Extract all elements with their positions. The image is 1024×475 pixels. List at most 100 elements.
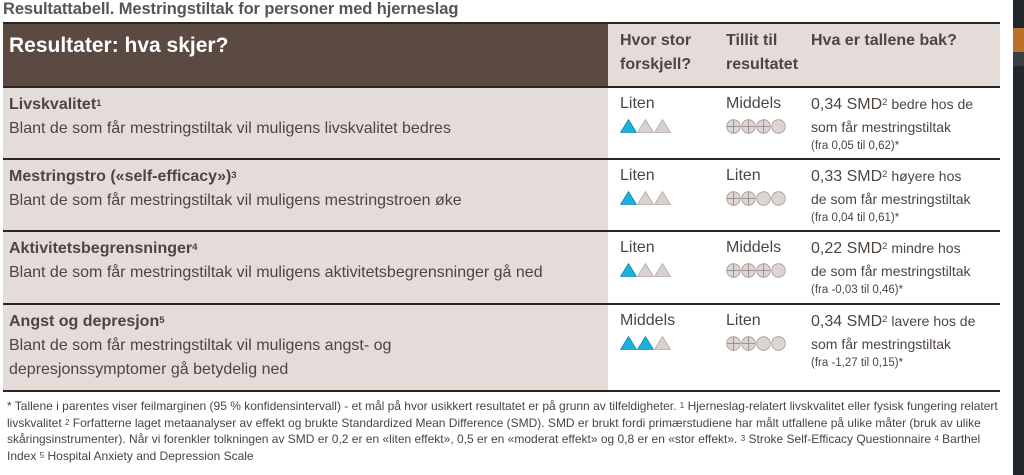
- empty-circle-icon: [771, 262, 786, 278]
- effect-cell: Liten: [608, 160, 718, 230]
- plus-circle-icon: [741, 118, 756, 134]
- smd-direction: høyere hos: [887, 168, 962, 184]
- outcome-title: Livskvalitet1: [9, 93, 602, 117]
- smd-line: 0,22 SMD2 mindre hos: [811, 237, 1000, 260]
- smd-value: 0,34 SMD: [811, 313, 883, 330]
- outcome-description: Blant de som får mestringstiltak vil mul…: [9, 264, 543, 281]
- certainty-circles-icon: [726, 262, 811, 278]
- certainty-label: Liten: [726, 167, 761, 184]
- numbers-cell: 0,34 SMD2 lavere hos de som får mestring…: [811, 305, 1000, 390]
- outcome-cell: Livskvalitet1 Blant de som får mestrings…: [3, 88, 608, 158]
- footnote-ref: 5: [159, 315, 165, 326]
- filled-triangle-icon: [637, 336, 654, 350]
- footnote-ref: 1: [96, 98, 102, 109]
- empty-triangle-icon: [654, 191, 671, 205]
- smd-population: som får mestringstiltak: [811, 336, 952, 352]
- empty-circle-icon: [771, 335, 786, 351]
- smd-population: som får mestringstiltak: [811, 119, 952, 135]
- smd-line: 0,33 SMD2 høyere hos: [811, 165, 1000, 188]
- header-effect-line2: forskjell?: [620, 56, 692, 73]
- confidence-interval: (fra -0,03 til 0,46)*: [811, 284, 904, 296]
- smd-direction: bedre hos de: [887, 96, 974, 112]
- outcome-description: Blant de som får mestringstiltak vil mul…: [9, 120, 451, 137]
- page-title: Resultattabell. Mestringstiltak for pers…: [3, 0, 459, 18]
- empty-triangle-icon: [654, 336, 671, 350]
- window-edge-strip: [1013, 0, 1024, 475]
- empty-circle-icon: [771, 118, 786, 134]
- empty-circle-icon: [756, 190, 771, 206]
- table-header: Resultater: hva skjer? Hvor stor forskje…: [3, 24, 1000, 88]
- outcome-cell: Aktivitetsbegrensninger4 Blant de som få…: [3, 232, 608, 303]
- header-effect-line1: Hvor stor: [620, 32, 692, 49]
- plus-circle-icon: [756, 118, 771, 134]
- footnote-text: Hospital Anxiety and Depression Scale: [44, 448, 254, 463]
- footnotes: * Tallene i parentes viser feilmarginen …: [7, 398, 1007, 464]
- outcome-title-text: Mestringstro («self-efficacy»): [9, 168, 232, 185]
- effect-label: Liten: [620, 167, 655, 184]
- effect-cell: Liten: [608, 232, 718, 303]
- footnote-text: * Tallene i parentes viser feilmarginen …: [7, 399, 680, 413]
- header-effect-cell: Hvor stor forskjell?: [608, 24, 718, 86]
- plus-circle-icon: [726, 335, 741, 351]
- certainty-label: Middels: [726, 239, 782, 256]
- plus-circle-icon: [726, 118, 741, 134]
- smd-line: 0,34 SMD2 bedre hos de: [811, 93, 1000, 116]
- empty-triangle-icon: [637, 119, 654, 133]
- confidence-interval: (fra -1,27 til 0,15)*: [811, 357, 904, 369]
- footnote-ref: 2: [882, 97, 888, 108]
- table-row: Angst og depresjon5 Blant de som får mes…: [3, 305, 1000, 392]
- outcome-title: Aktivitetsbegrensninger4: [9, 237, 602, 261]
- empty-circle-icon: [771, 190, 786, 206]
- filled-triangle-icon: [620, 191, 637, 205]
- footnote-marker: 1: [679, 401, 685, 410]
- certainty-circles-icon: [726, 335, 811, 351]
- effect-label: Middels: [620, 312, 676, 329]
- smd-direction: lavere hos de: [887, 313, 976, 329]
- outcome-title-text: Angst og depresjon: [9, 313, 160, 330]
- footnote-ref: 3: [231, 170, 237, 181]
- effect-cell: Middels: [608, 305, 718, 390]
- filled-triangle-icon: [620, 263, 637, 277]
- plus-circle-icon: [741, 190, 756, 206]
- header-outcome-cell: Resultater: hva skjer?: [3, 24, 608, 86]
- smd-value: 0,34 SMD: [811, 96, 883, 113]
- outcome-title-text: Aktivitetsbegrensninger: [9, 240, 193, 257]
- effect-cell: Liten: [608, 88, 718, 158]
- outcome-cell: Mestringstro («self-efficacy»)3 Blant de…: [3, 160, 608, 230]
- plus-circle-icon: [726, 262, 741, 278]
- header-numbers-cell: Hva er tallene bak?: [811, 24, 1000, 86]
- outcome-description: Blant de som får mestringstiltak vil mul…: [9, 337, 392, 354]
- certainty-cell: Liten: [718, 305, 811, 390]
- smd-value: 0,22 SMD: [811, 240, 883, 257]
- effect-triangles-icon: [620, 335, 718, 351]
- footnote-marker: 2: [65, 417, 70, 427]
- empty-triangle-icon: [637, 191, 654, 205]
- footnote-text: Forfatterne laget metaanalyser av effekt…: [7, 415, 981, 447]
- footnote-marker: 5: [39, 450, 45, 460]
- header-outcome-label: Resultater: hva skjer?: [9, 34, 229, 57]
- empty-triangle-icon: [654, 119, 671, 133]
- outcome-description-line2: depresjonssymptomer gå betydelig ned: [9, 361, 289, 378]
- smd-value: 0,33 SMD: [811, 168, 883, 185]
- empty-circle-icon: [756, 335, 771, 351]
- table-row: Mestringstro («self-efficacy»)3 Blant de…: [3, 160, 1000, 232]
- certainty-circles-icon: [726, 190, 811, 206]
- results-table: Resultater: hva skjer? Hvor stor forskje…: [3, 22, 1000, 392]
- header-numbers-label: Hva er tallene bak?: [811, 32, 957, 49]
- effect-triangles-icon: [620, 190, 718, 206]
- header-certainty-line2: resultatet: [726, 56, 799, 73]
- footnote-text: Stroke Self-Efficacy Questionnaire: [745, 432, 935, 446]
- smd-line: 0,34 SMD2 lavere hos de: [811, 310, 1000, 333]
- footnote-marker: 3: [740, 434, 746, 443]
- empty-triangle-icon: [637, 263, 654, 277]
- certainty-label: Liten: [726, 312, 761, 329]
- footnote-ref: 2: [882, 241, 888, 252]
- numbers-cell: 0,33 SMD2 høyere hos de som får mestring…: [811, 160, 1000, 230]
- smd-population: de som får mestringstiltak: [811, 263, 971, 279]
- table-row: Livskvalitet1 Blant de som får mestrings…: [3, 88, 1000, 160]
- effect-label: Liten: [620, 95, 655, 112]
- plus-circle-icon: [756, 262, 771, 278]
- plus-circle-icon: [741, 262, 756, 278]
- footnote-ref: 4: [192, 242, 198, 253]
- footnote-text: Barthel Index: [7, 432, 981, 463]
